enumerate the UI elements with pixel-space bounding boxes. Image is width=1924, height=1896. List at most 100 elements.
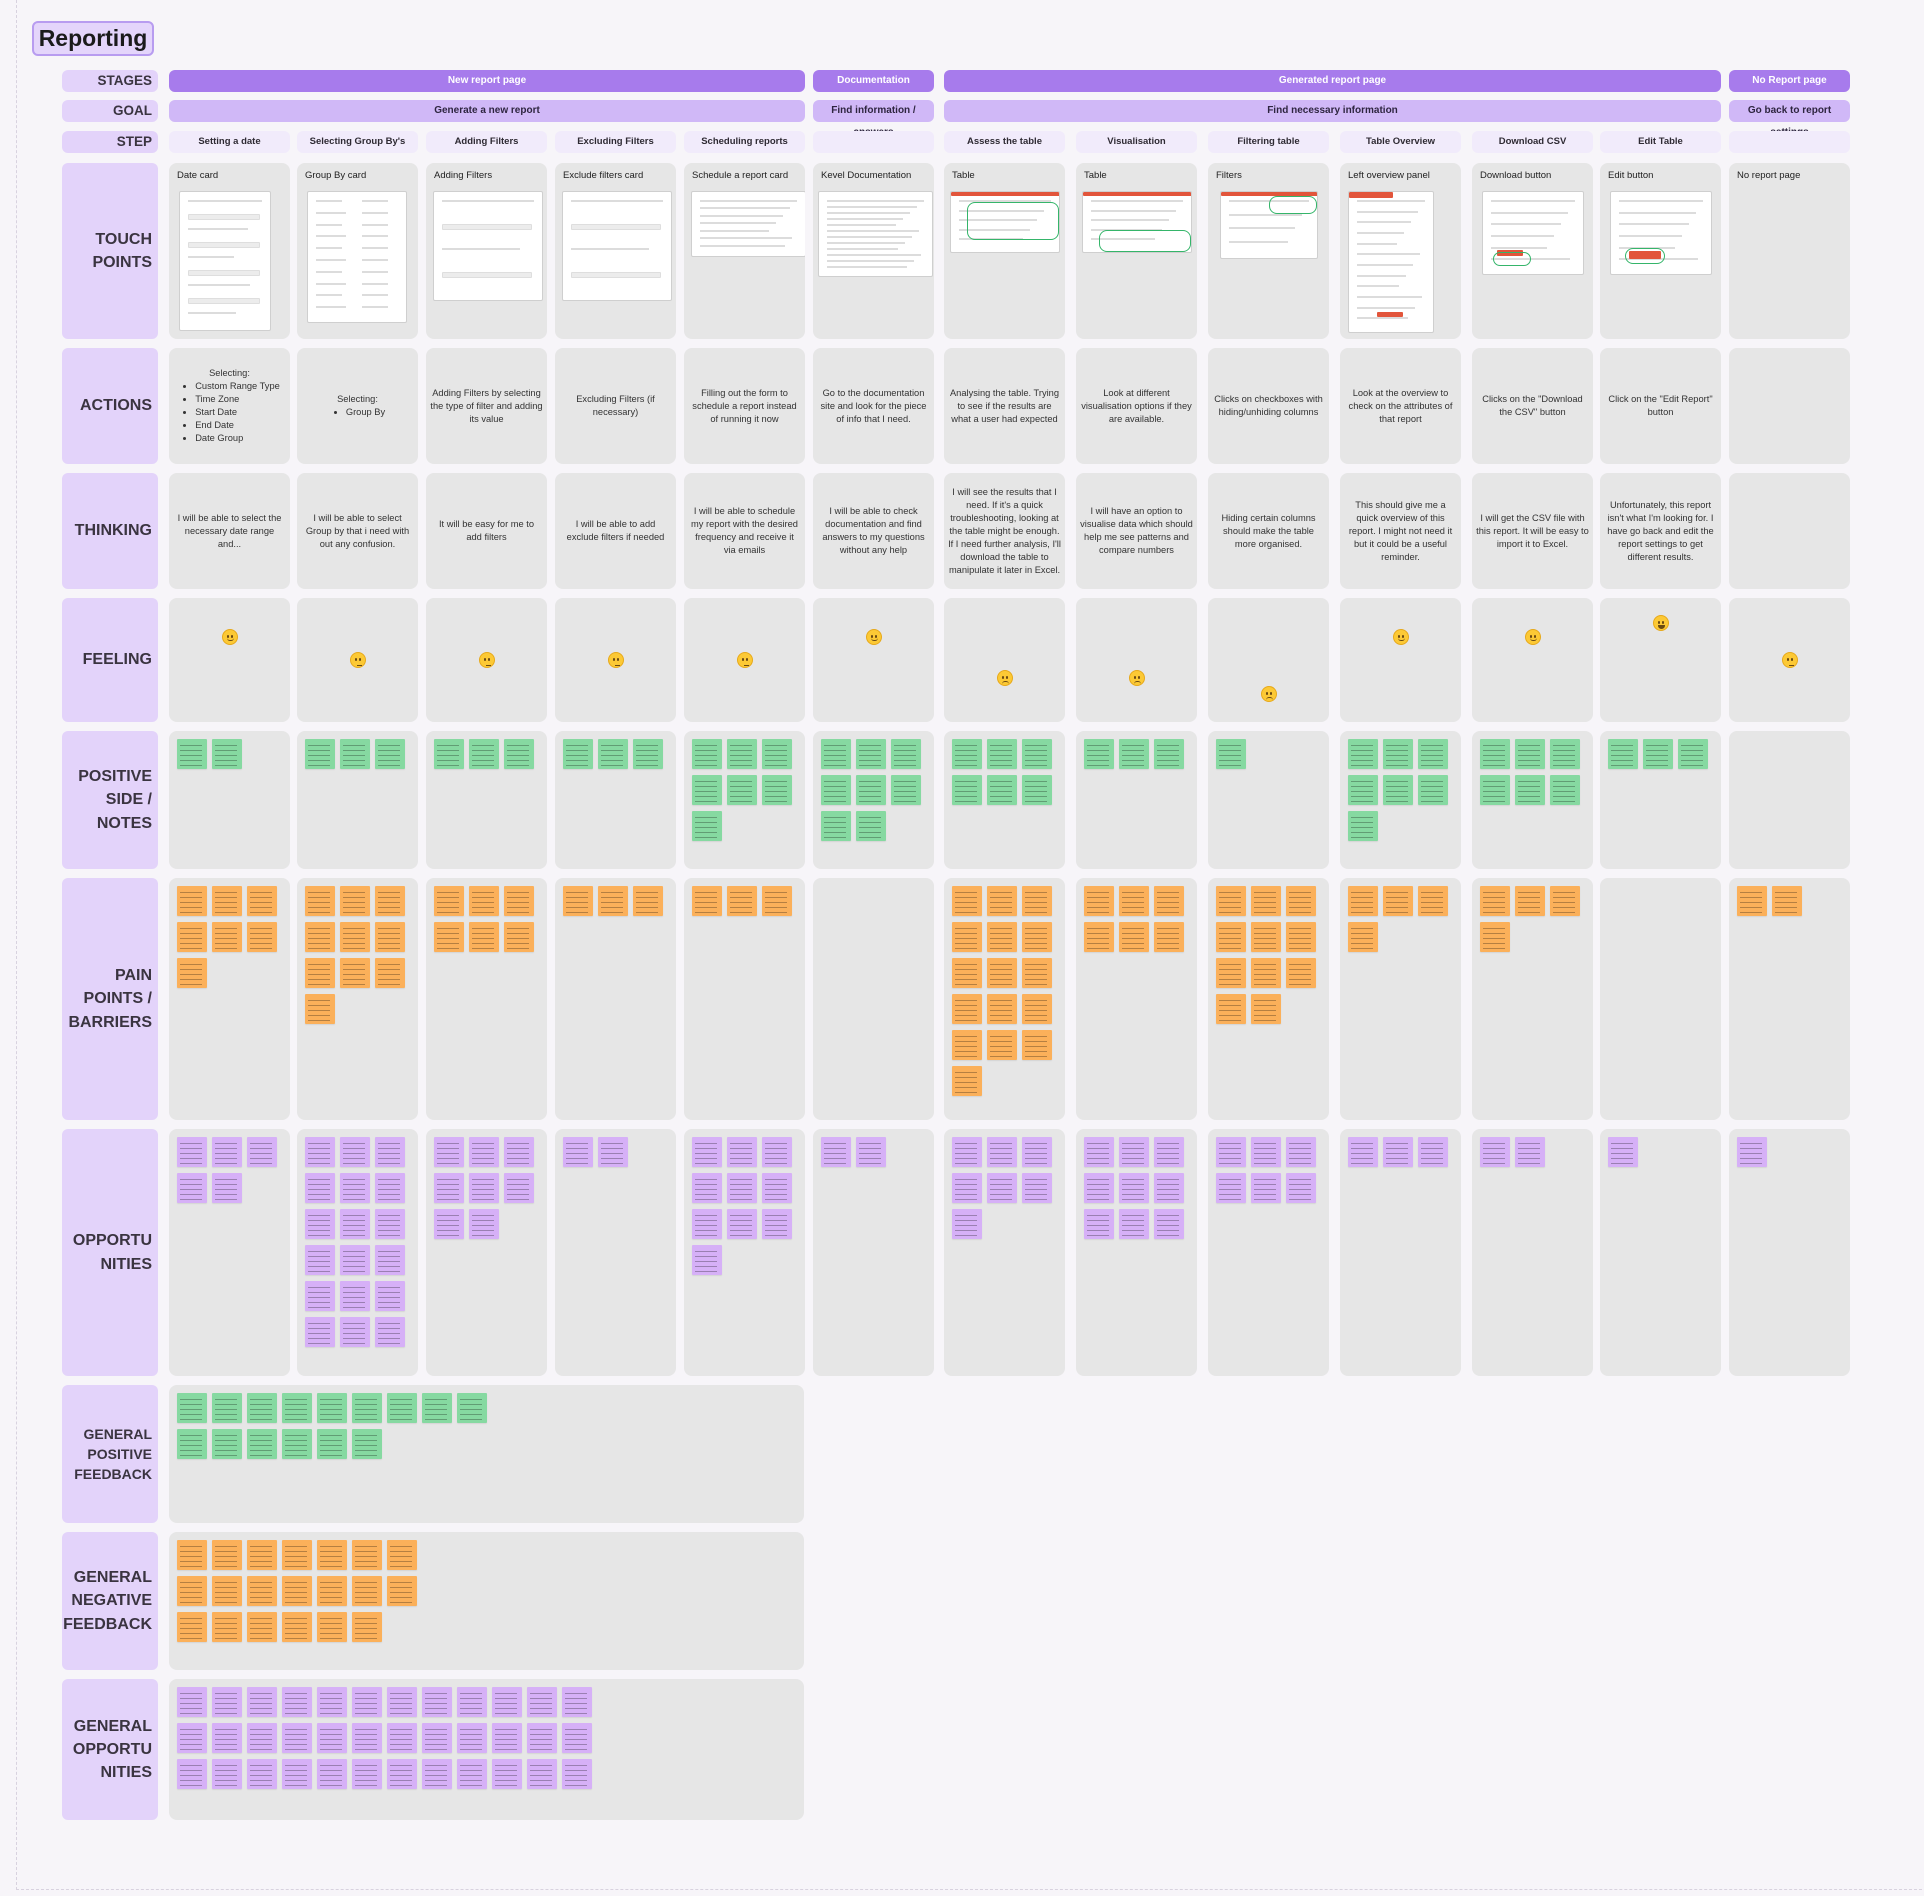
sticky-note[interactable]: [821, 1137, 851, 1167]
sticky-note[interactable]: [762, 739, 792, 769]
sticky-note[interactable]: [987, 994, 1017, 1024]
sticky-note[interactable]: [212, 739, 242, 769]
sticky-note[interactable]: [952, 1173, 982, 1203]
sticky-note[interactable]: [1550, 886, 1580, 916]
sticky-note[interactable]: [762, 1137, 792, 1167]
sticky-note[interactable]: [692, 1245, 722, 1275]
sticky-note[interactable]: [987, 958, 1017, 988]
sticky-note[interactable]: [247, 1393, 277, 1423]
sticky-note[interactable]: [305, 922, 335, 952]
sticky-note[interactable]: [457, 1723, 487, 1753]
sticky-note[interactable]: [422, 1723, 452, 1753]
step-label[interactable]: [1729, 131, 1850, 153]
sticky-note[interactable]: [692, 811, 722, 841]
sticky-note[interactable]: [563, 739, 593, 769]
sticky-note[interactable]: [692, 1137, 722, 1167]
sticky-note[interactable]: [563, 1137, 593, 1167]
sticky-note[interactable]: [1251, 1137, 1281, 1167]
sticky-note[interactable]: [563, 886, 593, 916]
sticky-note[interactable]: [1418, 775, 1448, 805]
sticky-note[interactable]: [247, 1429, 277, 1459]
sticky-note[interactable]: [340, 1137, 370, 1167]
step-label[interactable]: [813, 131, 934, 153]
sticky-note[interactable]: [1418, 739, 1448, 769]
sticky-note[interactable]: [1251, 958, 1281, 988]
sticky-note[interactable]: [1515, 775, 1545, 805]
sticky-note[interactable]: [305, 958, 335, 988]
sticky-note[interactable]: [821, 811, 851, 841]
board-title[interactable]: Reporting: [32, 21, 154, 56]
sticky-note[interactable]: [492, 1759, 522, 1789]
sticky-note[interactable]: [504, 1137, 534, 1167]
sticky-note[interactable]: [1022, 775, 1052, 805]
sticky-note[interactable]: [1084, 1209, 1114, 1239]
sticky-note[interactable]: [1154, 1137, 1184, 1167]
sticky-note[interactable]: [1737, 886, 1767, 916]
sticky-note[interactable]: [177, 1612, 207, 1642]
sticky-note[interactable]: [1608, 739, 1638, 769]
sticky-note[interactable]: [434, 886, 464, 916]
step-label[interactable]: Adding Filters: [426, 131, 547, 153]
sticky-note[interactable]: [952, 1066, 982, 1096]
sticky-note[interactable]: [177, 739, 207, 769]
stage-bar[interactable]: New report page: [169, 70, 805, 92]
sticky-note[interactable]: [282, 1429, 312, 1459]
sticky-note[interactable]: [1084, 922, 1114, 952]
sticky-note[interactable]: [340, 1209, 370, 1239]
sticky-note[interactable]: [1383, 886, 1413, 916]
sticky-note[interactable]: [504, 886, 534, 916]
sticky-note[interactable]: [177, 1540, 207, 1570]
sticky-note[interactable]: [1022, 1030, 1052, 1060]
sticky-note[interactable]: [952, 739, 982, 769]
sticky-note[interactable]: [1154, 739, 1184, 769]
sticky-note[interactable]: [1119, 739, 1149, 769]
sticky-note[interactable]: [562, 1723, 592, 1753]
sticky-note[interactable]: [212, 922, 242, 952]
sticky-note[interactable]: [387, 1723, 417, 1753]
sticky-note[interactable]: [1119, 1173, 1149, 1203]
sticky-note[interactable]: [1348, 886, 1378, 916]
sticky-note[interactable]: [212, 886, 242, 916]
sticky-note[interactable]: [375, 886, 405, 916]
sticky-note[interactable]: [212, 1576, 242, 1606]
sticky-note[interactable]: [1383, 775, 1413, 805]
sticky-note[interactable]: [375, 1281, 405, 1311]
sticky-note[interactable]: [762, 1209, 792, 1239]
sticky-note[interactable]: [340, 1281, 370, 1311]
sticky-note[interactable]: [247, 1612, 277, 1642]
sticky-note[interactable]: [177, 958, 207, 988]
sticky-note[interactable]: [1119, 1209, 1149, 1239]
sticky-note[interactable]: [1286, 1137, 1316, 1167]
goal-bar[interactable]: Go back to report settings: [1729, 100, 1850, 138]
sticky-note[interactable]: [1383, 1137, 1413, 1167]
sticky-note[interactable]: [856, 739, 886, 769]
sticky-note[interactable]: [952, 1030, 982, 1060]
sticky-note[interactable]: [1022, 922, 1052, 952]
sticky-note[interactable]: [952, 775, 982, 805]
sticky-note[interactable]: [469, 1173, 499, 1203]
sticky-note[interactable]: [1251, 886, 1281, 916]
sticky-note[interactable]: [598, 886, 628, 916]
sticky-note[interactable]: [1084, 1137, 1114, 1167]
sticky-note[interactable]: [282, 1540, 312, 1570]
sticky-note[interactable]: [1418, 886, 1448, 916]
sticky-note[interactable]: [1216, 922, 1246, 952]
sticky-note[interactable]: [340, 1173, 370, 1203]
step-label[interactable]: Assess the table: [944, 131, 1065, 153]
sticky-note[interactable]: [177, 1173, 207, 1203]
sticky-note[interactable]: [352, 1429, 382, 1459]
sticky-note[interactable]: [1348, 775, 1378, 805]
sticky-note[interactable]: [1286, 886, 1316, 916]
sticky-note[interactable]: [305, 1245, 335, 1275]
goal-bar[interactable]: Find necessary information: [944, 100, 1721, 122]
sticky-note[interactable]: [469, 886, 499, 916]
stage-bar[interactable]: Generated report page: [944, 70, 1721, 92]
sticky-note[interactable]: [469, 739, 499, 769]
sticky-note[interactable]: [952, 886, 982, 916]
sticky-note[interactable]: [952, 958, 982, 988]
sticky-note[interactable]: [692, 1209, 722, 1239]
sticky-note[interactable]: [856, 811, 886, 841]
sticky-note[interactable]: [434, 739, 464, 769]
sticky-note[interactable]: [727, 1209, 757, 1239]
sticky-note[interactable]: [317, 1429, 347, 1459]
